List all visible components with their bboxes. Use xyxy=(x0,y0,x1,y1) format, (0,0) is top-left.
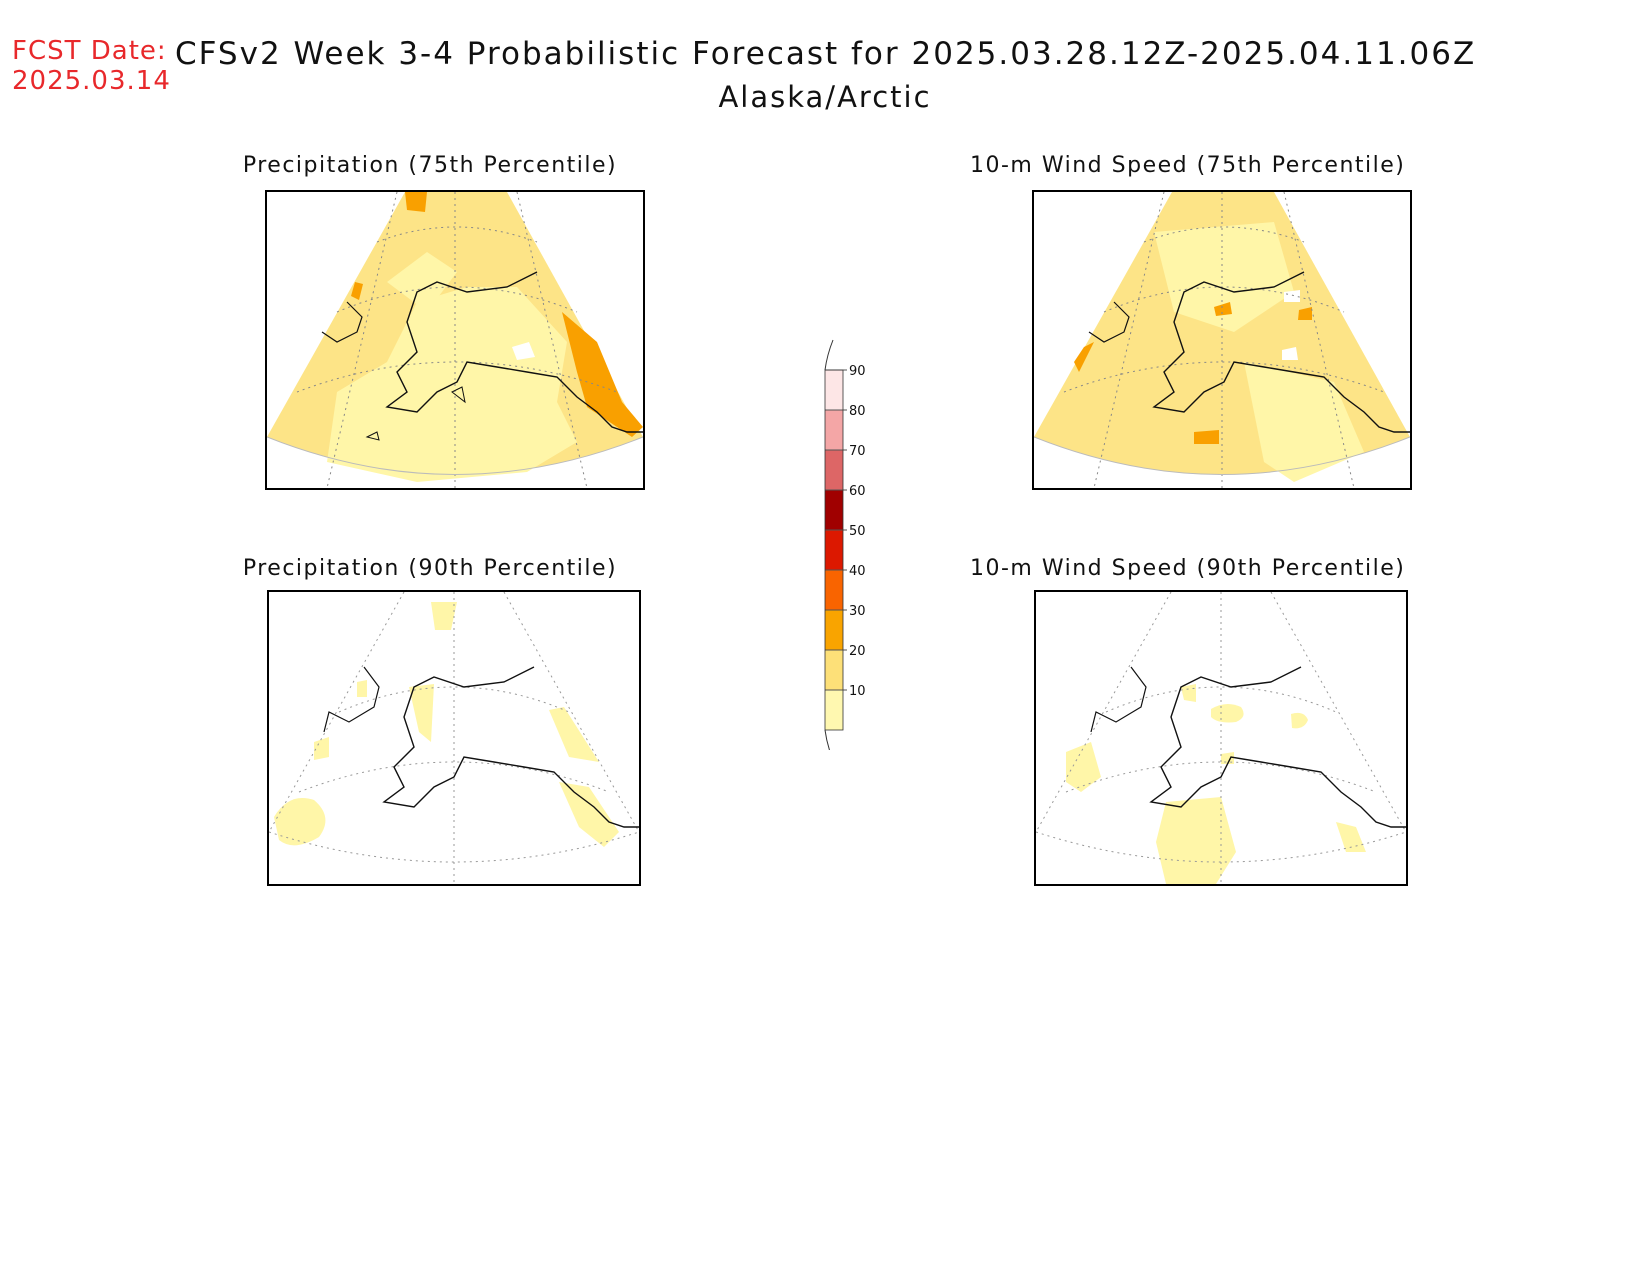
forecast-date-label: FCST Date: xyxy=(12,36,167,66)
forecast-fill-30pct xyxy=(1214,302,1232,316)
forecast-fill-30pct-b xyxy=(1298,307,1312,320)
map-panel-wind90 xyxy=(1034,590,1408,886)
siberia-coastline xyxy=(1088,301,1130,343)
graticule xyxy=(1036,592,1406,884)
graticule xyxy=(296,192,618,488)
colorbar-segment xyxy=(825,410,843,450)
colorbar-segment xyxy=(825,490,843,530)
wind75-map xyxy=(1034,192,1410,488)
forecast-fill-10pct xyxy=(431,602,457,630)
siberia-coastline xyxy=(321,301,363,343)
siberia-coastline xyxy=(1090,666,1147,733)
panel-title-precip75: Precipitation (75th Percentile) xyxy=(242,153,618,178)
forecast-fill-10pct-b xyxy=(1244,362,1364,482)
precip75-map xyxy=(267,192,643,488)
colorbar-tick-label: 10 xyxy=(849,684,866,699)
forecast-date-block: FCST Date: 2025.03.14 xyxy=(12,36,171,96)
colorbar-lower-arrow xyxy=(824,729,834,761)
colorbar-segment xyxy=(825,610,843,650)
forecast-fill-10pct-b xyxy=(409,684,434,742)
colorbar-segment xyxy=(825,570,843,610)
panel-title-precip90: Precipitation (90th Percentile) xyxy=(242,556,618,581)
forecast-fill-10pct-c xyxy=(549,707,599,762)
alaska-coastline xyxy=(1149,666,1406,828)
colorbar-segment xyxy=(825,370,843,410)
forecast-fill-30pct-c xyxy=(351,282,363,300)
colorbar: 10 20 30 40 50 60 70 80 90 xyxy=(810,330,870,761)
alaska-coastline xyxy=(1152,271,1410,433)
map-panel-wind75 xyxy=(1032,190,1412,490)
no-signal-patch xyxy=(512,342,535,360)
no-signal-patch xyxy=(1282,347,1298,360)
no-signal-patch-b xyxy=(1284,290,1300,302)
forecast-fill-10pct-g xyxy=(357,680,367,697)
colorbar-tick-label: 40 xyxy=(849,564,866,579)
forecast-fill-10pct-d xyxy=(1066,742,1101,792)
forecast-fill-10pct xyxy=(1154,222,1294,332)
colorbar-tick-label: 60 xyxy=(849,484,866,499)
forecast-fill-10pct-d xyxy=(559,782,619,847)
panel-title-wind75: 10-m Wind Speed (75th Percentile) xyxy=(970,153,1406,178)
forecast-fill-30pct-b xyxy=(405,192,427,212)
forecast-fill-10pct-b xyxy=(1291,712,1308,729)
colorbar-segment xyxy=(825,650,843,690)
alaska-coastline xyxy=(382,666,639,828)
colorbar-upper-arrow xyxy=(824,339,834,371)
alaska-coastline xyxy=(385,271,643,433)
colorbar-tick-label: 30 xyxy=(849,604,866,619)
region-title: Alaska/Arctic xyxy=(718,80,932,114)
panel-title-wind90: 10-m Wind Speed (90th Percentile) xyxy=(970,556,1406,581)
forecast-fill-10pct-e xyxy=(274,798,326,846)
precip90-map xyxy=(269,592,639,884)
map-panel-precip90 xyxy=(267,590,641,886)
graticule xyxy=(269,592,639,884)
forecast-fill-10pct-f xyxy=(314,737,329,760)
colorbar-tick-label: 90 xyxy=(849,364,866,379)
colorbar-outline xyxy=(824,369,844,731)
forecast-fill-30pct-c xyxy=(1194,430,1219,444)
forecast-fill-10pct xyxy=(1211,703,1244,723)
colorbar-segment xyxy=(825,530,843,570)
colorbar-graphic: 10 20 30 40 50 60 70 80 90 xyxy=(824,339,866,761)
islands xyxy=(365,386,466,441)
colorbar-segment xyxy=(825,450,843,490)
siberia-coastline xyxy=(323,666,380,733)
map-panel-precip75 xyxy=(265,190,645,490)
forecast-fill-30pct xyxy=(562,312,643,437)
wind90-map xyxy=(1036,592,1406,884)
colorbar-segment xyxy=(825,690,843,730)
graticule xyxy=(1063,192,1385,488)
forecast-fill-10pct-g xyxy=(1181,684,1196,702)
forecast-date-value: 2025.03.14 xyxy=(12,66,171,96)
page-title: CFSv2 Week 3-4 Probabilistic Forecast fo… xyxy=(175,36,1477,72)
forecast-fill-10pct-c xyxy=(1221,752,1234,764)
forecast-fill-30pct-d xyxy=(1074,342,1094,372)
colorbar-tick-label: 80 xyxy=(849,404,866,419)
colorbar-tick-label: 70 xyxy=(849,444,866,459)
colorbar-tick-label: 20 xyxy=(849,644,866,659)
forecast-fill-10pct-e xyxy=(1156,797,1236,884)
colorbar-tick-label: 50 xyxy=(849,524,866,539)
forecast-fill-10pct-f xyxy=(1336,822,1366,852)
forecast-fill-10pct-b xyxy=(387,252,457,312)
